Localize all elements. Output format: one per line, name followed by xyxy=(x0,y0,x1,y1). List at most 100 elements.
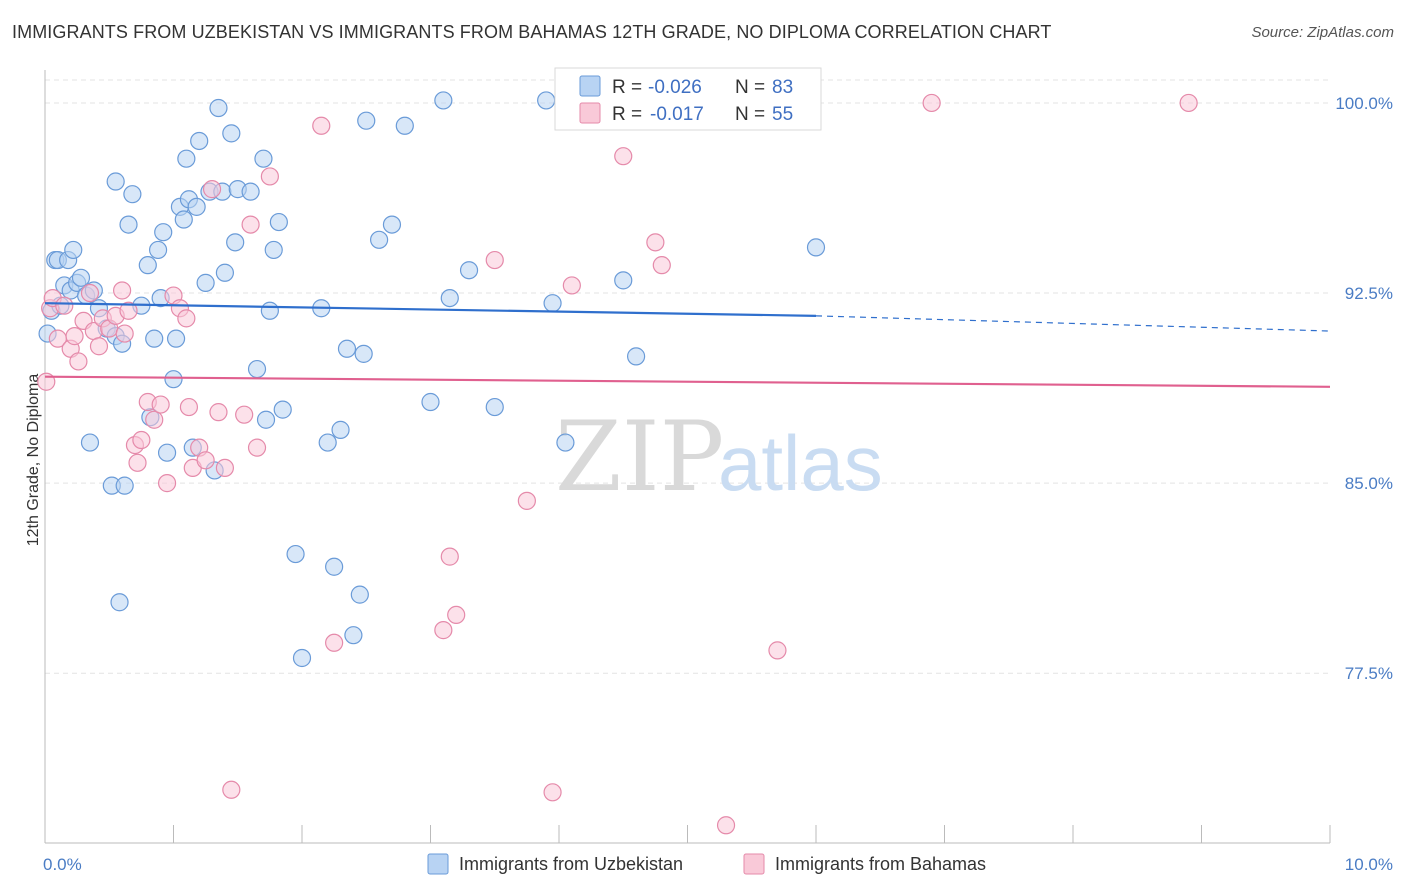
data-point xyxy=(517,491,536,510)
data-point xyxy=(440,288,459,308)
trend-lines xyxy=(44,302,1331,388)
axes xyxy=(44,70,1331,844)
data-point xyxy=(80,433,100,452)
data-point xyxy=(132,430,151,450)
data-point xyxy=(202,180,222,199)
data-point xyxy=(447,605,466,625)
data-point xyxy=(543,783,562,802)
data-point xyxy=(80,283,100,303)
data-point xyxy=(273,400,292,419)
data-point xyxy=(318,433,337,452)
grid-lines xyxy=(45,79,1330,674)
legend-n-value-1: 83 xyxy=(772,77,793,98)
legend-label-uzbekistan: Immigrants from Uzbekistan xyxy=(459,854,683,874)
data-point xyxy=(164,370,183,389)
watermark-atlas: atlas xyxy=(718,419,883,507)
data-point xyxy=(187,197,206,216)
data-point xyxy=(174,210,193,229)
data-point xyxy=(626,347,646,366)
trend-line-uzbekistan xyxy=(44,302,817,317)
data-point xyxy=(128,453,147,472)
data-point xyxy=(716,816,736,835)
legend-swatch-uzbekistan xyxy=(579,75,601,97)
trend-line-bahamas xyxy=(44,375,1331,388)
chart-title: IMMIGRANTS FROM UZBEKISTAN VS IMMIGRANTS… xyxy=(12,22,1052,42)
data-point xyxy=(350,585,369,604)
data-point xyxy=(354,344,373,363)
data-point xyxy=(166,329,186,348)
data-point xyxy=(421,392,440,412)
data-point xyxy=(112,281,132,300)
y-tick-labels: 77.5% 85.0% 92.5% 100.0% xyxy=(1335,94,1393,683)
legend-label-bahamas: Immigrants from Bahamas xyxy=(775,854,986,874)
y-tick-label: 92.5% xyxy=(1345,284,1393,303)
data-point xyxy=(614,271,633,290)
data-point xyxy=(215,458,234,478)
data-point xyxy=(382,215,402,234)
data-point xyxy=(179,397,199,417)
legend-swatch-bahamas xyxy=(579,102,601,124)
legend-n-label-1: N = xyxy=(735,77,765,98)
data-point xyxy=(89,337,109,356)
data-point xyxy=(241,215,260,234)
data-point xyxy=(222,124,241,143)
data-point xyxy=(440,547,459,566)
data-point xyxy=(226,233,245,252)
legend-n-label-2: N = xyxy=(735,104,765,125)
data-point xyxy=(357,111,376,130)
data-point xyxy=(177,149,196,168)
x-tick-label: 10.0% xyxy=(1345,855,1393,874)
data-point xyxy=(145,329,164,348)
data-point xyxy=(119,215,138,234)
data-point xyxy=(110,593,129,612)
data-point xyxy=(145,410,164,429)
data-point xyxy=(157,474,177,493)
legend-r-label-1: R = xyxy=(612,77,642,98)
data-point xyxy=(370,230,389,249)
data-point xyxy=(768,641,787,660)
data-point xyxy=(256,410,276,429)
data-point xyxy=(344,626,363,645)
data-point xyxy=(209,403,228,422)
data-point xyxy=(646,233,665,252)
source-label: Source: ZipAtlas.com xyxy=(1251,24,1394,41)
series-legend: Immigrants from Uzbekistan Immigrants fr… xyxy=(427,853,986,875)
data-point xyxy=(247,438,267,457)
data-point xyxy=(562,276,581,295)
legend-r-label-2: R = xyxy=(612,104,642,125)
data-point xyxy=(119,301,138,320)
legend-r-value-2: -0.017 xyxy=(650,104,704,125)
legend-r-value-1: -0.026 xyxy=(648,77,702,98)
trend-line-uzbekistan-extension xyxy=(815,315,1331,332)
data-point xyxy=(123,185,142,204)
data-point xyxy=(64,240,83,260)
legend-swatch-bahamas-bottom xyxy=(743,853,765,875)
y-tick-label: 100.0% xyxy=(1335,94,1393,113)
data-point xyxy=(247,359,267,379)
data-point xyxy=(138,256,157,275)
data-point xyxy=(177,309,196,328)
data-point xyxy=(434,621,453,640)
data-point xyxy=(459,261,479,280)
data-point xyxy=(652,256,671,275)
data-point xyxy=(264,240,283,260)
x-tick-labels: 0.0% 10.0% xyxy=(43,855,1393,874)
data-point xyxy=(312,116,331,135)
data-point xyxy=(115,476,134,495)
data-point xyxy=(260,167,279,186)
data-point xyxy=(196,451,215,470)
correlation-legend: R = -0.026 N = 83 R = -0.017 N = 55 xyxy=(554,67,822,131)
data-point xyxy=(292,648,312,668)
data-point xyxy=(806,238,826,257)
data-point xyxy=(485,250,504,270)
watermark: ZIP atlas xyxy=(555,401,883,513)
y-axis-label: 12th Grade, No Diploma xyxy=(25,374,42,547)
data-point xyxy=(55,296,74,315)
data-point xyxy=(325,557,344,576)
data-point xyxy=(485,397,504,417)
data-point xyxy=(254,149,273,168)
watermark-zip: ZIP xyxy=(555,401,724,513)
data-point xyxy=(196,273,215,292)
data-point xyxy=(151,395,170,414)
